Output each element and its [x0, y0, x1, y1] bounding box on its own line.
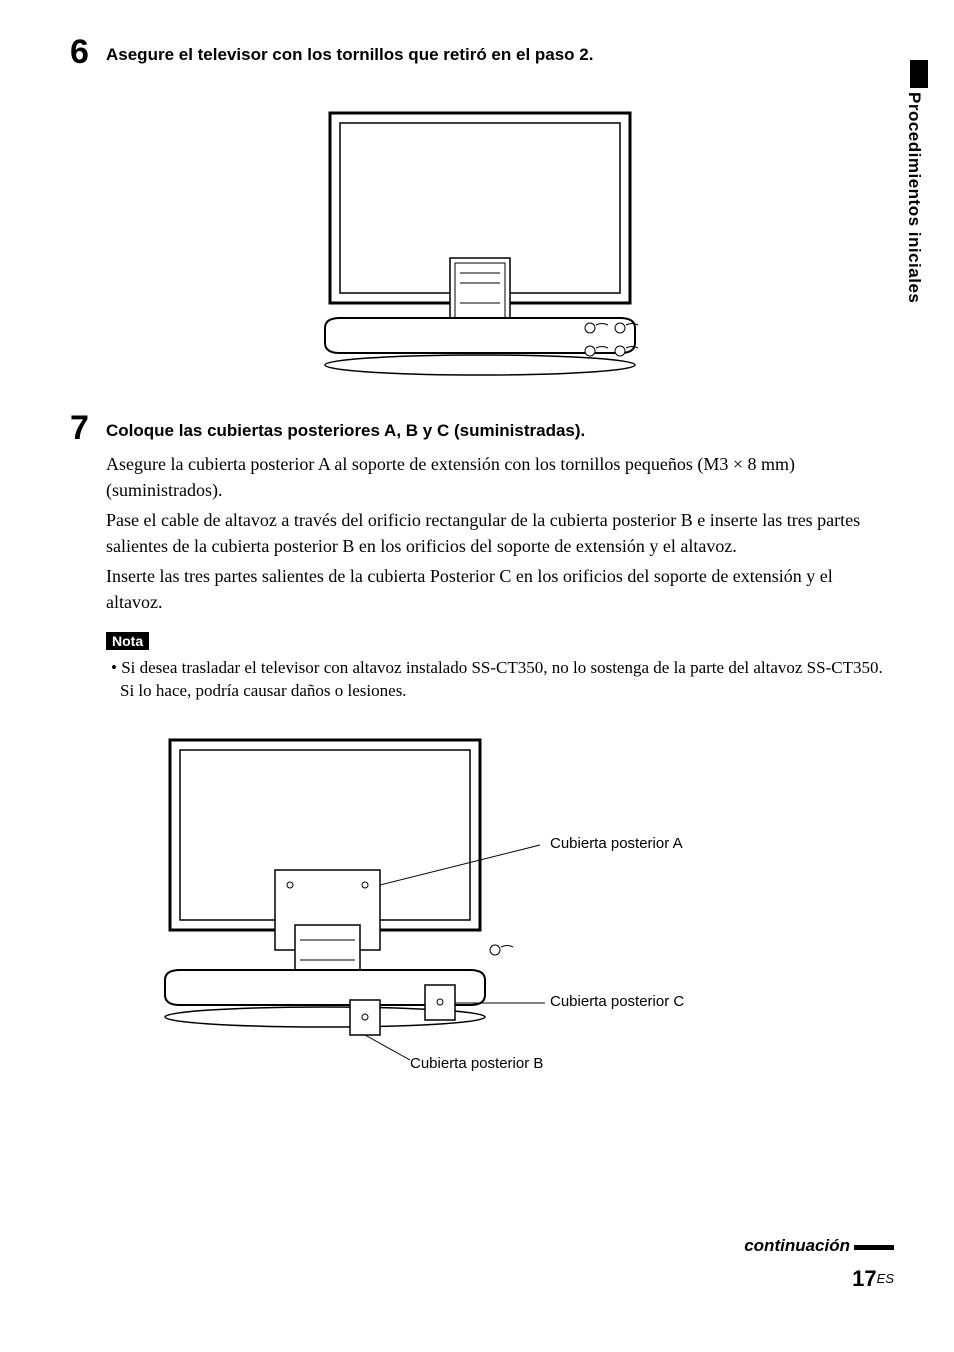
step-7: 7 Coloque las cubiertas posteriores A, B…: [70, 411, 890, 703]
page-footer: continuación 17ES: [744, 1236, 894, 1292]
callout-cover-b: Cubierta posterior B: [410, 1055, 543, 1072]
step-6: 6 Asegure el televisor con los tornillos…: [70, 35, 890, 75]
section-tab-bar: [910, 60, 928, 88]
note-1: • Si desea trasladar el televisor con al…: [106, 656, 890, 704]
step-7-para-3: Inserte las tres partes salientes de la …: [106, 563, 890, 615]
page-number-block: 17ES: [744, 1266, 894, 1292]
section-tab: Procedimientos iniciales: [904, 60, 932, 303]
step-7-title: Coloque las cubiertas posteriores A, B y…: [106, 421, 890, 441]
page-suffix: ES: [877, 1271, 894, 1286]
continuation-label: continuación: [744, 1236, 894, 1256]
tv-assembly-figure-2: [150, 725, 710, 1075]
note-badge: Nota: [106, 632, 149, 650]
step-7-body: Coloque las cubiertas posteriores A, B y…: [106, 411, 890, 703]
tv-assembly-figure-1: [300, 93, 660, 383]
callout-cover-a: Cubierta posterior A: [550, 835, 683, 852]
page-number: 17: [852, 1266, 876, 1291]
step-6-number: 6: [70, 35, 106, 69]
step-6-body: Asegure el televisor con los tornillos q…: [106, 35, 890, 75]
continuation-text: continuación: [744, 1236, 850, 1255]
figure-step-7: Cubierta posterior A Cubierta posterior …: [70, 725, 890, 1085]
step-7-para-1: Asegure la cubierta posterior A al sopor…: [106, 451, 890, 503]
continuation-bar: [854, 1245, 894, 1250]
step-7-para-2: Pase el cable de altavoz a través del or…: [106, 507, 890, 559]
step-6-title: Asegure el televisor con los tornillos q…: [106, 45, 890, 65]
callout-cover-c: Cubierta posterior C: [550, 993, 684, 1010]
page-content: 6 Asegure el televisor con los tornillos…: [70, 35, 890, 1113]
step-7-number: 7: [70, 411, 106, 445]
figure-step-6: [70, 93, 890, 383]
section-tab-label: Procedimientos iniciales: [904, 92, 924, 303]
